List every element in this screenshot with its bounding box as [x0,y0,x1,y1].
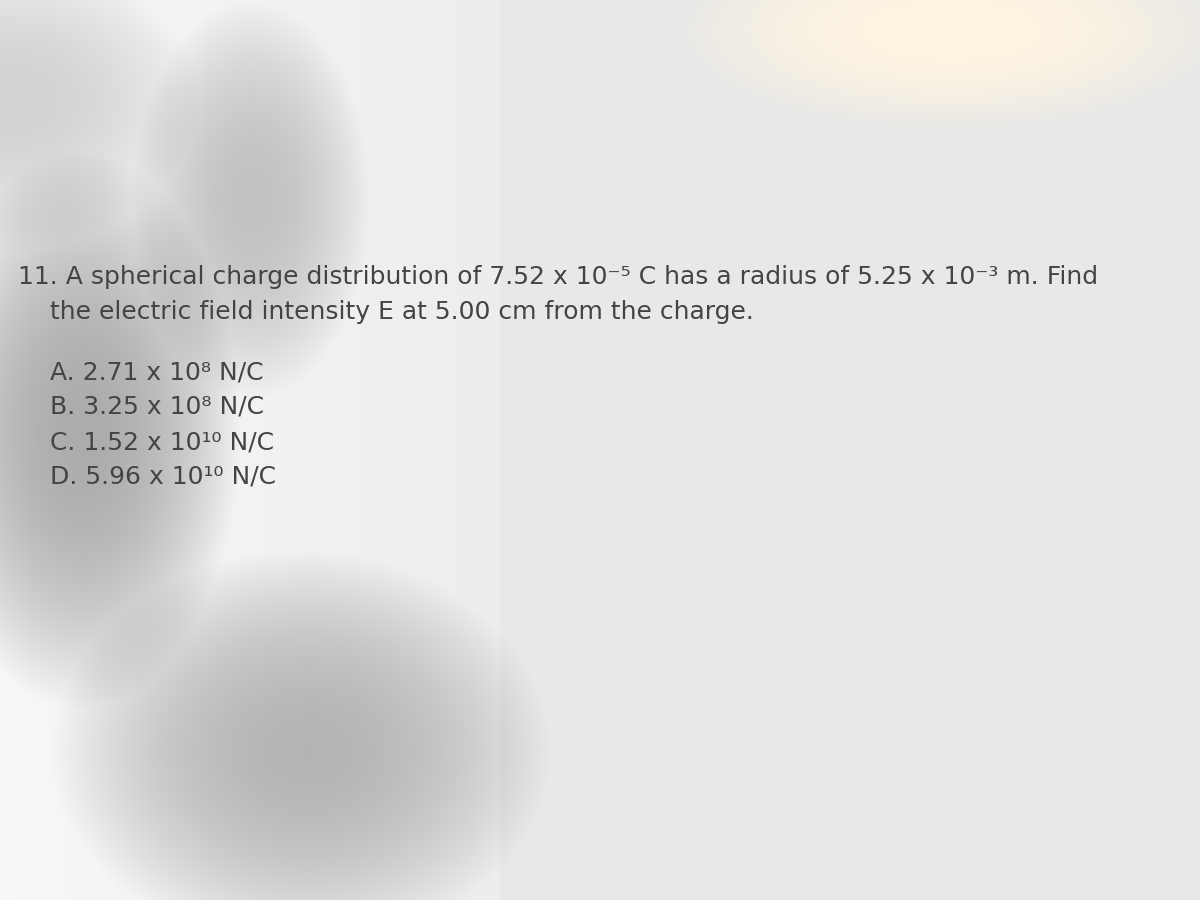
Text: the electric field intensity E at 5.00 cm from the charge.: the electric field intensity E at 5.00 c… [18,300,754,324]
Text: B. 3.25 x 10⁸ N/C: B. 3.25 x 10⁸ N/C [50,395,264,419]
Text: A. 2.71 x 10⁸ N/C: A. 2.71 x 10⁸ N/C [50,360,264,384]
Text: C. 1.52 x 10¹⁰ N/C: C. 1.52 x 10¹⁰ N/C [50,430,274,454]
Text: D. 5.96 x 10¹⁰ N/C: D. 5.96 x 10¹⁰ N/C [50,465,276,489]
Text: 11. A spherical charge distribution of 7.52 x 10⁻⁵ C has a radius of 5.25 x 10⁻³: 11. A spherical charge distribution of 7… [18,265,1098,289]
